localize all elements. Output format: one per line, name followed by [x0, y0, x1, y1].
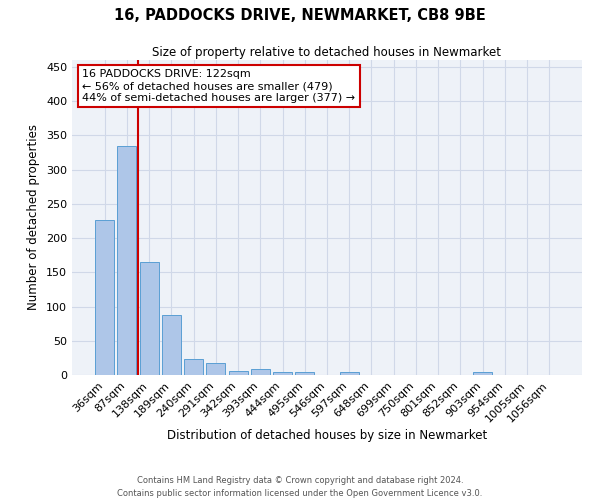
Bar — [273, 372, 292, 375]
Text: Contains HM Land Registry data © Crown copyright and database right 2024.
Contai: Contains HM Land Registry data © Crown c… — [118, 476, 482, 498]
X-axis label: Distribution of detached houses by size in Newmarket: Distribution of detached houses by size … — [167, 429, 487, 442]
Bar — [340, 372, 359, 375]
Text: 16 PADDOCKS DRIVE: 122sqm
← 56% of detached houses are smaller (479)
44% of semi: 16 PADDOCKS DRIVE: 122sqm ← 56% of detac… — [82, 70, 355, 102]
Bar — [473, 372, 492, 375]
Bar — [95, 220, 114, 375]
Bar — [162, 316, 181, 375]
Bar — [251, 369, 270, 375]
Bar — [206, 362, 225, 375]
Bar — [184, 358, 203, 375]
Title: Size of property relative to detached houses in Newmarket: Size of property relative to detached ho… — [152, 46, 502, 59]
Bar — [295, 372, 314, 375]
Bar — [140, 262, 158, 375]
Text: 16, PADDOCKS DRIVE, NEWMARKET, CB8 9BE: 16, PADDOCKS DRIVE, NEWMARKET, CB8 9BE — [114, 8, 486, 22]
Y-axis label: Number of detached properties: Number of detached properties — [28, 124, 40, 310]
Bar — [229, 371, 248, 375]
Bar — [118, 146, 136, 375]
